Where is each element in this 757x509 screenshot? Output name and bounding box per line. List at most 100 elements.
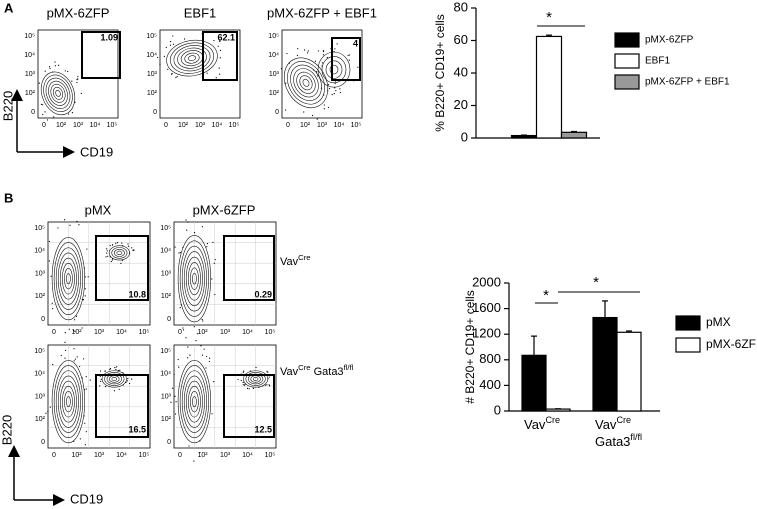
event-dot [249,370,251,372]
event-dot [121,242,123,244]
flow-tick-label: 10⁵ [34,225,45,232]
event-dot [115,368,117,371]
contour [51,237,86,321]
contour [55,247,81,310]
flow-tick-label: 10⁴ [160,371,171,378]
label: VavCre [280,253,311,268]
event-dot [116,241,119,244]
event-dot [246,387,249,389]
event-dot [109,367,112,370]
gate [202,31,238,81]
event-dot [78,224,80,226]
flow-tick-label: 10² [35,416,46,423]
panel-label: B [4,190,13,205]
flow-tick-label: 10³ [94,329,105,336]
contour [184,52,200,64]
contour [59,257,77,300]
event-dot [89,379,91,381]
event-dot [333,93,335,95]
bar [560,131,588,139]
event-dot [213,262,215,264]
gate [223,235,275,301]
event-dot [118,388,120,390]
contour [290,64,322,101]
flow-tick-label: 10² [71,452,82,459]
event-dot [327,90,329,92]
event-dot [112,258,114,260]
panel-label: A [4,0,14,15]
contour [53,242,83,315]
event-dot [179,307,181,309]
contour [293,68,319,98]
event-dot [110,260,112,263]
event-dot [109,256,111,258]
flow-tick-label: 10⁴ [334,122,345,129]
flow-tick-label: 10⁵ [160,348,171,355]
significance: * [543,287,549,304]
event-dot [182,246,184,249]
legend-swatch [614,74,640,90]
event-dot [170,73,173,75]
event-dot [79,365,81,368]
event-dot [267,378,269,380]
y-tick-label: 800 [479,351,501,366]
event-dot [179,251,181,254]
label-part: Cre [545,415,560,425]
event-dot [296,54,299,57]
flow-tick-label: 10⁵ [265,329,276,336]
gate [95,374,149,438]
flow-tick-label: 10⁵ [265,452,276,459]
event-dot [74,358,77,360]
label: VavCre Gata3fl/fl [280,363,354,378]
contour [64,268,73,290]
contour [245,372,266,386]
y-axis-label: # B220+ CD19+ cells [463,290,477,403]
event-dot [203,348,205,350]
event-dot [211,278,213,280]
y-tick-label: 1200 [472,326,501,341]
event-dot [126,380,128,382]
flow-tick-label: 10⁴ [242,329,253,336]
legend-label: pMX-6ZFP [706,337,757,351]
plot-title: EBF1 [184,5,217,20]
event-dot [51,302,53,304]
flow-tick-label: 0 [167,316,171,323]
event-dot [219,73,221,75]
event-dot [244,383,246,385]
event-dot [242,371,244,373]
event-dot [67,70,69,73]
event-dot [285,109,287,111]
event-dot [85,388,87,390]
gate-value: 0.29 [254,289,272,299]
label-part: Gata3 [311,366,344,378]
event-dot [326,56,328,59]
contour [188,55,196,62]
contour [299,75,313,91]
event-dot [165,46,167,49]
event-dot [84,444,86,446]
gate-value: 16.5 [128,424,146,434]
event-dot [73,329,75,332]
event-dot [53,116,55,118]
event-dot [76,356,78,358]
contour [59,380,77,423]
event-dot [185,337,187,339]
event-dot [127,243,129,245]
bar [510,134,538,139]
contour [166,39,218,77]
event-dot [64,357,66,359]
event-dot [116,366,118,368]
event-dot [202,320,204,322]
contour [296,71,316,94]
contour [321,56,347,84]
event-dot [99,385,101,387]
axis-label: B220 [0,91,15,121]
event-dot [317,75,319,77]
event-dot [213,381,215,383]
label-part: Gata3 [595,434,630,449]
flow-tick-label: 10³ [35,393,46,400]
event-dot [45,412,47,414]
event-dot [159,63,161,65]
event-dot [200,345,202,347]
event-dot [311,114,314,117]
